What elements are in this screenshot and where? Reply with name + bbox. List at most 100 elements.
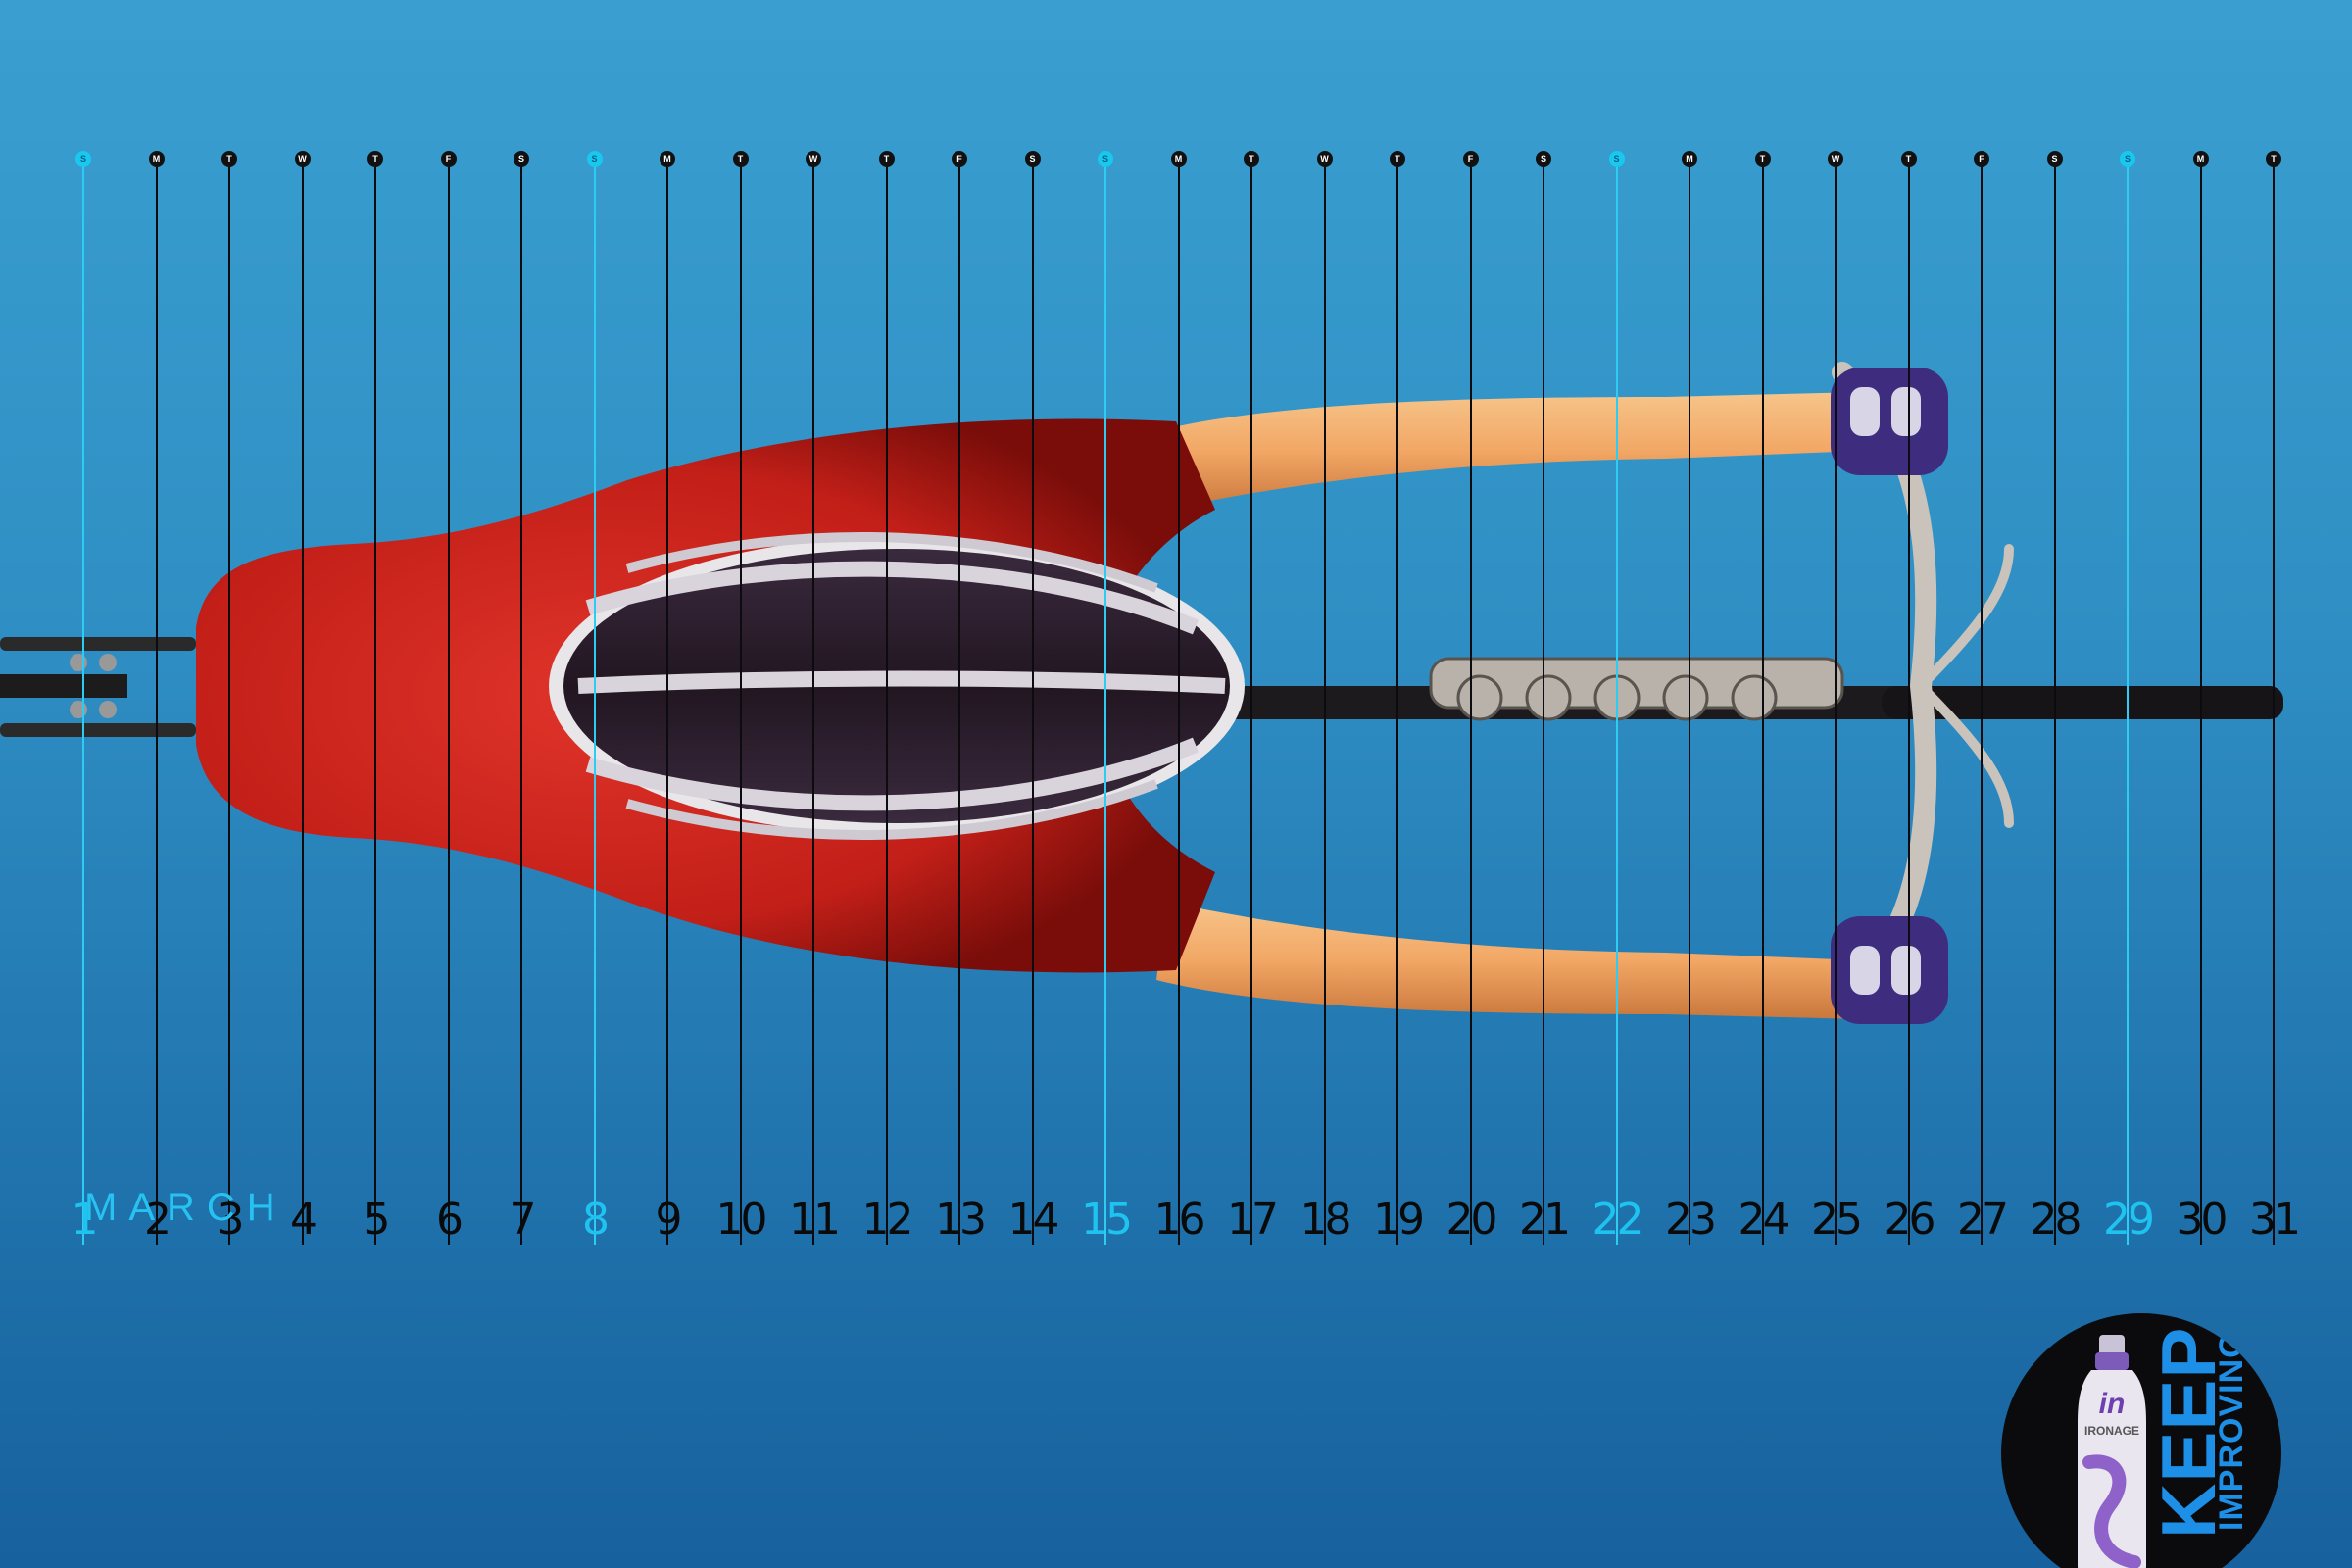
day-divider-line: [228, 167, 230, 1245]
day-number: 1: [71, 1195, 99, 1245]
day-divider-line: [82, 167, 84, 1245]
day-divider-line: [447, 167, 450, 1245]
day-number: 22: [1592, 1195, 1644, 1245]
day-column: T 31: [2249, 147, 2301, 1245]
day-column: T 24: [1739, 147, 1790, 1245]
weekday-marker: S: [1098, 151, 1113, 167]
day-divider-line: [1177, 167, 1180, 1245]
weekday-marker: T: [1900, 151, 1917, 167]
weekday-marker: F: [1974, 151, 1989, 167]
day-column: T 10: [716, 147, 768, 1245]
day-column: T 19: [1373, 147, 1425, 1245]
weekday-marker: F: [1462, 151, 1479, 167]
day-column: S 28: [2031, 147, 2082, 1245]
day-number: 25: [1811, 1195, 1863, 1245]
weekday-marker: M: [2192, 151, 2209, 167]
day-number: 9: [655, 1195, 683, 1245]
day-number: 24: [1738, 1195, 1790, 1245]
day-divider-line: [374, 167, 376, 1245]
day-number: 20: [1446, 1195, 1498, 1245]
day-divider-line: [520, 167, 522, 1245]
day-number: 2: [144, 1195, 172, 1245]
day-column: T 12: [862, 147, 914, 1245]
day-number: 21: [1519, 1195, 1571, 1245]
day-divider-line: [1981, 167, 1983, 1245]
weekday-marker: M: [148, 151, 165, 167]
stem: [1429, 657, 1844, 721]
day-number: 28: [2030, 1195, 2082, 1245]
weekday-marker: S: [2046, 151, 2063, 167]
day-number: 14: [1007, 1195, 1060, 1245]
day-number: 26: [1884, 1195, 1936, 1245]
weekday-marker: M: [660, 151, 675, 167]
day-number: 13: [935, 1195, 987, 1245]
day-number: 27: [1957, 1195, 2009, 1245]
day-number: 17: [1227, 1195, 1279, 1245]
day-divider-line: [1031, 167, 1034, 1245]
day-divider-line: [1835, 167, 1837, 1245]
day-number: 5: [363, 1195, 391, 1245]
day-number: 19: [1373, 1195, 1425, 1245]
day-number: 11: [789, 1195, 841, 1245]
weekday-marker: S: [1536, 151, 1551, 167]
bottle-brand-name: IRONAGE: [2084, 1424, 2139, 1438]
day-divider-line: [1469, 167, 1472, 1245]
weekday-marker: F: [952, 151, 967, 167]
weekday-marker: T: [1244, 151, 1259, 167]
day-divider-line: [885, 167, 888, 1245]
improving-headline: IMPROVING: [2213, 1331, 2250, 1531]
day-column: S 21: [1519, 147, 1571, 1245]
glove-bottom: [1831, 916, 1948, 1024]
day-number: 3: [217, 1195, 245, 1245]
day-divider-line: [739, 167, 742, 1245]
day-column: M 30: [2177, 147, 2229, 1245]
day-column: W 25: [1811, 147, 1863, 1245]
day-number: 8: [582, 1195, 610, 1245]
day-divider-line: [1761, 167, 1764, 1245]
arm-bottom: [1156, 902, 1862, 1019]
day-divider-line: [1250, 167, 1252, 1245]
weekday-marker: S: [2120, 151, 2135, 167]
weekday-marker: M: [1170, 151, 1187, 167]
day-number: 4: [290, 1195, 318, 1245]
weekday-marker: T: [1390, 151, 1405, 167]
day-column: S 14: [1008, 147, 1060, 1245]
day-column: F 13: [935, 147, 987, 1245]
day-divider-line: [958, 167, 960, 1245]
day-column: M 23: [1665, 147, 1717, 1245]
weekday-marker: S: [1024, 151, 1041, 167]
weekday-marker: S: [1608, 151, 1625, 167]
weekday-marker: T: [878, 151, 895, 167]
weekday-marker: S: [514, 151, 529, 167]
day-number: 7: [509, 1195, 537, 1245]
day-column: S 22: [1592, 147, 1644, 1245]
weekday-marker: W: [294, 151, 311, 167]
day-number: 18: [1299, 1195, 1352, 1245]
weekday-marker: T: [1754, 151, 1771, 167]
day-divider-line: [812, 167, 814, 1245]
day-divider-line: [1907, 167, 1910, 1245]
day-divider-line: [2053, 167, 2056, 1245]
day-number: 12: [861, 1195, 914, 1245]
day-number: 16: [1153, 1195, 1206, 1245]
day-column: M 16: [1154, 147, 1206, 1245]
weekday-marker: T: [2266, 151, 2281, 167]
day-divider-line: [593, 167, 596, 1245]
weekday-marker: M: [1682, 151, 1697, 167]
day-divider-line: [1689, 167, 1690, 1245]
day-number: 30: [2176, 1195, 2229, 1245]
weekday-marker: T: [732, 151, 749, 167]
day-divider-line: [2199, 167, 2202, 1245]
